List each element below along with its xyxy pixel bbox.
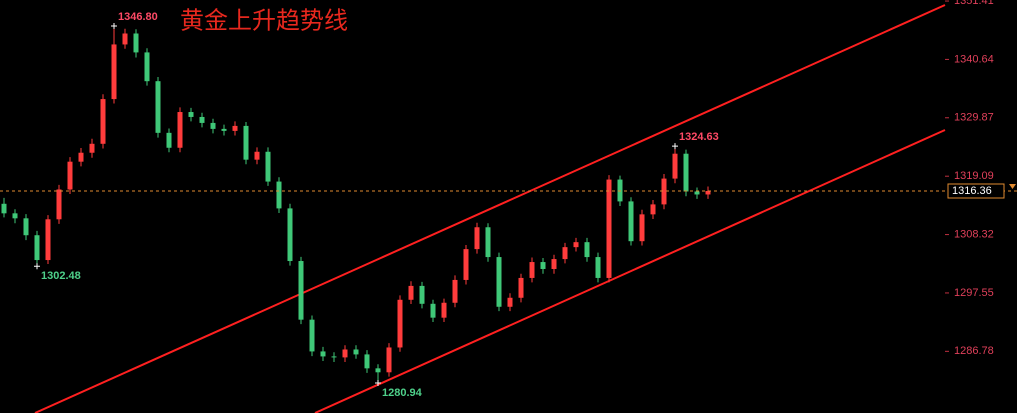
candle-body <box>111 44 117 100</box>
candle-body <box>595 257 601 278</box>
y-tick-label: 1329.87 <box>954 112 994 124</box>
candle-body <box>419 285 425 304</box>
candle-body <box>144 52 150 82</box>
candle-body <box>364 354 370 369</box>
candle-body <box>551 259 557 269</box>
candle-body <box>331 356 337 358</box>
candle-body <box>661 178 667 205</box>
candle-body <box>254 151 260 160</box>
candle-body <box>177 112 183 148</box>
y-tick-label: 1319.09 <box>954 170 994 182</box>
candle-body <box>408 285 414 300</box>
candle-body <box>100 99 106 144</box>
y-tick-label: 1308.32 <box>954 228 994 240</box>
candle-body <box>276 181 282 209</box>
chart-title: 黄金上升趋势线 <box>180 7 348 35</box>
candle-body <box>210 122 216 129</box>
y-tick-label: 1351.41 <box>954 0 994 7</box>
candle-body <box>12 213 18 219</box>
lower-trend-line <box>314 129 946 413</box>
candle-body <box>298 261 304 320</box>
candle-body <box>397 299 403 348</box>
candle-body <box>375 368 381 373</box>
candle-body <box>122 33 128 45</box>
candle-body <box>309 319 315 352</box>
y-tick-label: 1340.64 <box>954 53 994 65</box>
candle-body <box>529 262 535 278</box>
candle-body <box>386 347 392 373</box>
candle-body <box>67 161 73 190</box>
candle-body <box>639 214 645 242</box>
candle-body <box>1 203 7 214</box>
extreme-marker <box>111 23 117 30</box>
candle-body <box>232 125 238 131</box>
candle-body <box>441 302 447 318</box>
extreme-label: 1324.63 <box>679 131 719 143</box>
candle-body <box>34 235 40 261</box>
candle-body <box>518 277 524 298</box>
candle-body <box>188 112 194 117</box>
candle-body <box>496 257 502 307</box>
candle-body <box>89 143 95 153</box>
candle-body <box>353 349 359 355</box>
candle-body <box>265 151 271 182</box>
extreme-marker <box>34 263 40 270</box>
last-price-box <box>947 183 1005 199</box>
candle-body <box>650 204 656 215</box>
candle-body <box>287 208 293 262</box>
extreme-label: 1280.94 <box>382 387 423 399</box>
candle-body <box>243 125 249 160</box>
last-price-label: 1316.36 <box>952 185 992 197</box>
candle-body <box>56 189 62 220</box>
candle-body <box>221 128 227 131</box>
candle-body <box>683 153 689 192</box>
candle-body <box>430 303 436 318</box>
candle-body <box>694 191 700 195</box>
candle-body <box>133 33 139 53</box>
candle-body <box>199 116 205 123</box>
candle-body <box>540 262 546 269</box>
candle-body <box>166 132 172 148</box>
candle-body <box>573 242 579 248</box>
candle-body <box>705 190 711 195</box>
extreme-marker <box>375 379 381 386</box>
upper-trend-line <box>34 4 946 413</box>
candle-body <box>584 242 590 258</box>
extreme-marker <box>672 143 678 150</box>
candle-body <box>507 297 513 307</box>
candle-body <box>45 219 51 261</box>
candle-body <box>452 279 458 303</box>
candle-body <box>485 227 491 258</box>
candle-body <box>320 351 326 357</box>
candle-body <box>617 179 623 202</box>
candle-body <box>474 227 480 250</box>
candle-body <box>606 179 612 278</box>
last-price-arrow <box>1009 183 1016 189</box>
candle-body <box>628 201 634 242</box>
extreme-label: 1346.80 <box>118 11 158 23</box>
candle-body <box>155 81 161 133</box>
candle-body <box>672 153 678 179</box>
extreme-label: 1302.48 <box>41 270 81 282</box>
y-tick-label: 1297.55 <box>954 287 994 299</box>
candle-body <box>78 152 84 162</box>
candle-body <box>562 247 568 260</box>
candle-body <box>23 218 29 236</box>
candle-body <box>342 349 348 358</box>
y-tick-label: 1286.78 <box>954 345 994 357</box>
candle-body <box>463 249 469 280</box>
